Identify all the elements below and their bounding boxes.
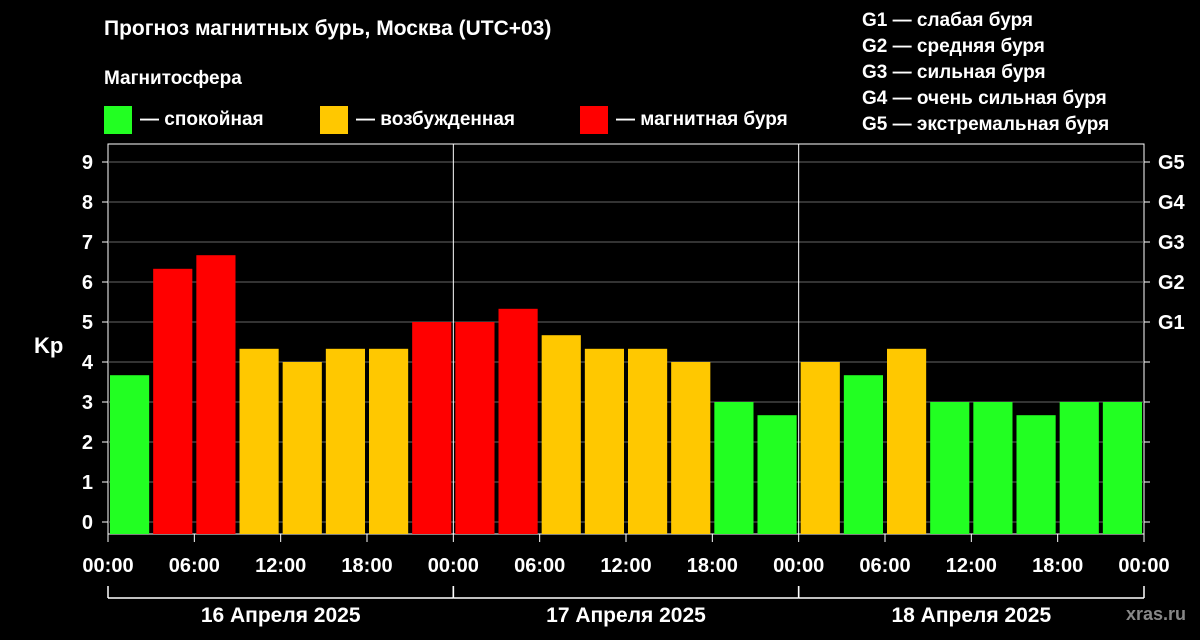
- bar-15: [757, 415, 797, 534]
- xtick-label-2: 12:00: [255, 555, 306, 577]
- bar-16: [800, 362, 840, 534]
- chart-title: Прогноз магнитных бурь, Москва (UTC+03): [104, 17, 552, 40]
- legend-label-quiet: — спокойная: [140, 109, 264, 130]
- day-label-2: 18 Апреля 2025: [891, 604, 1051, 627]
- bar-3: [239, 348, 279, 534]
- xtick-label-11: 18:00: [1032, 555, 1083, 577]
- ytick-label-9: 9: [82, 152, 93, 174]
- bar-6: [369, 348, 409, 534]
- legend-item-storm: — магнитная буря: [580, 106, 788, 134]
- bar-20: [973, 402, 1013, 534]
- ytick-label-6: 6: [82, 272, 93, 294]
- y-axis-label: Kp: [34, 333, 63, 358]
- bar-11: [584, 348, 624, 534]
- xtick-label-4: 00:00: [428, 555, 479, 577]
- xtick-label-12: 00:00: [1118, 555, 1169, 577]
- bar-21: [1016, 415, 1056, 534]
- bar-1: [153, 268, 193, 534]
- ytick-label-0: 0: [82, 512, 93, 534]
- bar-18: [887, 348, 927, 534]
- bar-2: [196, 255, 236, 534]
- g-axis-label-4: G4: [1158, 192, 1186, 214]
- g-axis-label-2: G2: [1158, 272, 1185, 294]
- chart-subtitle: Магнитосфера: [104, 68, 242, 89]
- g-scale-legend: G1 — слабая буря G2 — средняя буря G3 — …: [862, 8, 1109, 138]
- bar-22: [1059, 402, 1099, 534]
- xtick-label-8: 00:00: [773, 555, 824, 577]
- watermark: xras.ru: [1125, 604, 1186, 624]
- ytick-label-5: 5: [82, 312, 93, 334]
- legend-swatch-active: [320, 106, 348, 134]
- g-legend-item-g1: G1 — слабая буря: [862, 10, 1034, 31]
- g-legend-item-g4: G4 — очень сильная буря: [862, 88, 1107, 109]
- ytick-label-4: 4: [82, 352, 94, 374]
- bar-4: [282, 362, 322, 534]
- xtick-label-5: 06:00: [514, 555, 565, 577]
- g-axis-label-5: G5: [1158, 152, 1185, 174]
- g-legend-item-g2: G2 — средняя буря: [862, 36, 1045, 57]
- g-legend-item-g5: G5 — экстремальная буря: [862, 114, 1110, 135]
- bar-7: [412, 322, 452, 534]
- legend-label-active: — возбужденная: [356, 109, 516, 130]
- xtick-label-9: 06:00: [859, 555, 910, 577]
- bar-17: [843, 375, 883, 534]
- ytick-label-2: 2: [82, 432, 93, 454]
- day-label-0: 16 Апреля 2025: [201, 604, 361, 627]
- ytick-label-1: 1: [82, 472, 93, 494]
- legend-swatch-storm: [580, 106, 608, 134]
- g-axis-label-1: G1: [1158, 312, 1185, 334]
- bar-10: [541, 335, 581, 534]
- bar-9: [498, 308, 538, 534]
- bar-8: [455, 322, 495, 534]
- xtick-label-10: 12:00: [946, 555, 997, 577]
- xtick-label-7: 18:00: [687, 555, 738, 577]
- bar-13: [671, 362, 711, 534]
- ytick-label-3: 3: [82, 392, 93, 414]
- ytick-label-8: 8: [82, 192, 93, 214]
- xtick-label-6: 12:00: [600, 555, 651, 577]
- legend-label-storm: — магнитная буря: [616, 109, 788, 130]
- bar-5: [325, 348, 365, 534]
- bar-23: [1102, 402, 1142, 534]
- bar-12: [628, 348, 668, 534]
- xtick-label-0: 00:00: [82, 555, 133, 577]
- g-legend-item-g3: G3 — сильная буря: [862, 62, 1046, 83]
- xtick-label-3: 18:00: [341, 555, 392, 577]
- bar-14: [714, 402, 754, 534]
- xtick-label-1: 06:00: [169, 555, 220, 577]
- bar-0: [110, 375, 150, 534]
- day-label-1: 17 Апреля 2025: [546, 604, 706, 627]
- legend-item-active: — возбужденная: [320, 106, 515, 134]
- bar-19: [930, 402, 970, 534]
- g-axis-label-3: G3: [1158, 232, 1185, 254]
- ytick-label-7: 7: [82, 232, 93, 254]
- legend-swatch-quiet: [104, 106, 132, 134]
- legend-item-quiet: — спокойная: [104, 106, 264, 134]
